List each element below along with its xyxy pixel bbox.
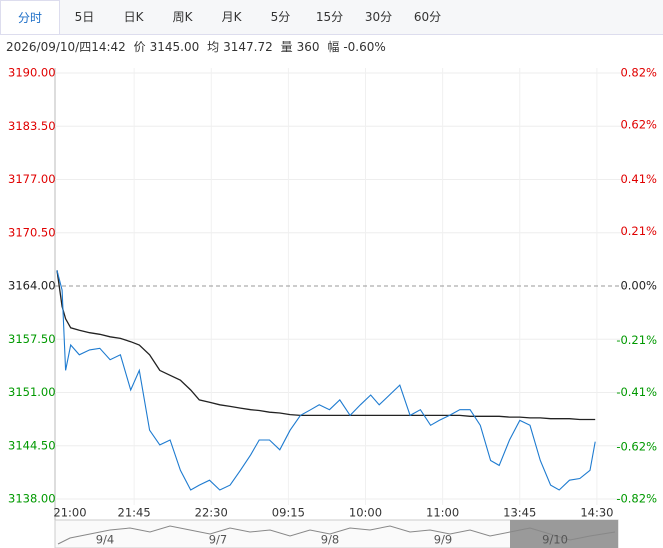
- x-tick-label: 10:00: [349, 506, 382, 520]
- y-tick-label: 3177.00: [8, 172, 56, 186]
- price-label: 价: [133, 40, 146, 54]
- y-tick-label: 3144.50: [8, 438, 56, 452]
- y-tick-label: 3151.00: [8, 385, 56, 399]
- tab[interactable]: 5分: [270, 10, 291, 24]
- y2-tick-label: -0.41%: [616, 385, 657, 399]
- tab[interactable]: 日K: [123, 10, 144, 24]
- y2-tick-label: 0.00%: [620, 279, 657, 293]
- navigator-label: 9/8: [321, 533, 340, 547]
- change-label: 幅: [327, 40, 340, 54]
- y2-tick-label: -0.62%: [616, 440, 657, 454]
- y2-tick-label: 0.62%: [620, 117, 657, 131]
- series-line: [56, 270, 596, 491]
- y-tick-label: 3164.00: [8, 279, 56, 293]
- datetime: 2026/09/10/四14:42: [6, 40, 126, 54]
- navigator-line: [57, 525, 616, 545]
- change: -0.60%: [343, 40, 386, 54]
- x-tick-label: 22:30: [195, 506, 228, 520]
- y-tick-label: 3157.50: [8, 332, 56, 346]
- navigator-label: 9/10: [542, 533, 568, 547]
- y2-tick-label: 0.21%: [620, 224, 657, 238]
- volume: 360: [296, 40, 320, 54]
- tab[interactable]: 5日: [74, 10, 95, 24]
- tab[interactable]: 分时: [0, 0, 60, 34]
- navigator-label: 9/7: [209, 533, 228, 547]
- x-tick-label: 13:45: [503, 506, 536, 520]
- info-line: 2026/09/10/四14:42 价 3145.00 均 3147.72 量 360…: [6, 38, 390, 55]
- tab[interactable]: 月K: [221, 10, 242, 24]
- y2-tick-label: -0.21%: [616, 333, 657, 347]
- navigator-label: 9/9: [434, 533, 453, 547]
- y2-tick-label: 0.82%: [620, 66, 657, 80]
- x-tick-label: 11:00: [426, 506, 459, 520]
- series-line: [56, 270, 596, 421]
- price: 3145.00: [149, 40, 200, 54]
- tab-bar: 分时 5日 日K 周K 月K 5分 15分 30分 60分: [0, 0, 663, 35]
- y-tick-label: 3190.00: [8, 66, 56, 80]
- y2-tick-label: -0.82%: [616, 492, 657, 506]
- tab[interactable]: 15分: [315, 10, 344, 24]
- y2-tick-label: 0.41%: [620, 172, 657, 186]
- x-tick-label: 21:45: [118, 506, 151, 520]
- volume-label: 量: [280, 40, 293, 54]
- avg: 3147.72: [223, 40, 273, 54]
- x-tick-label: 21:00: [53, 506, 86, 520]
- tab[interactable]: 周K: [172, 10, 193, 24]
- tab[interactable]: 30分: [364, 10, 393, 24]
- y-tick-label: 3138.00: [8, 492, 56, 506]
- y-tick-label: 3170.50: [8, 225, 56, 239]
- x-tick-label: 14:30: [580, 506, 613, 520]
- avg-label: 均: [207, 40, 220, 54]
- y-tick-label: 3183.50: [8, 119, 56, 133]
- tab[interactable]: 60分: [413, 10, 442, 24]
- navigator-label: 9/4: [96, 533, 115, 547]
- x-tick-label: 09:15: [272, 506, 305, 520]
